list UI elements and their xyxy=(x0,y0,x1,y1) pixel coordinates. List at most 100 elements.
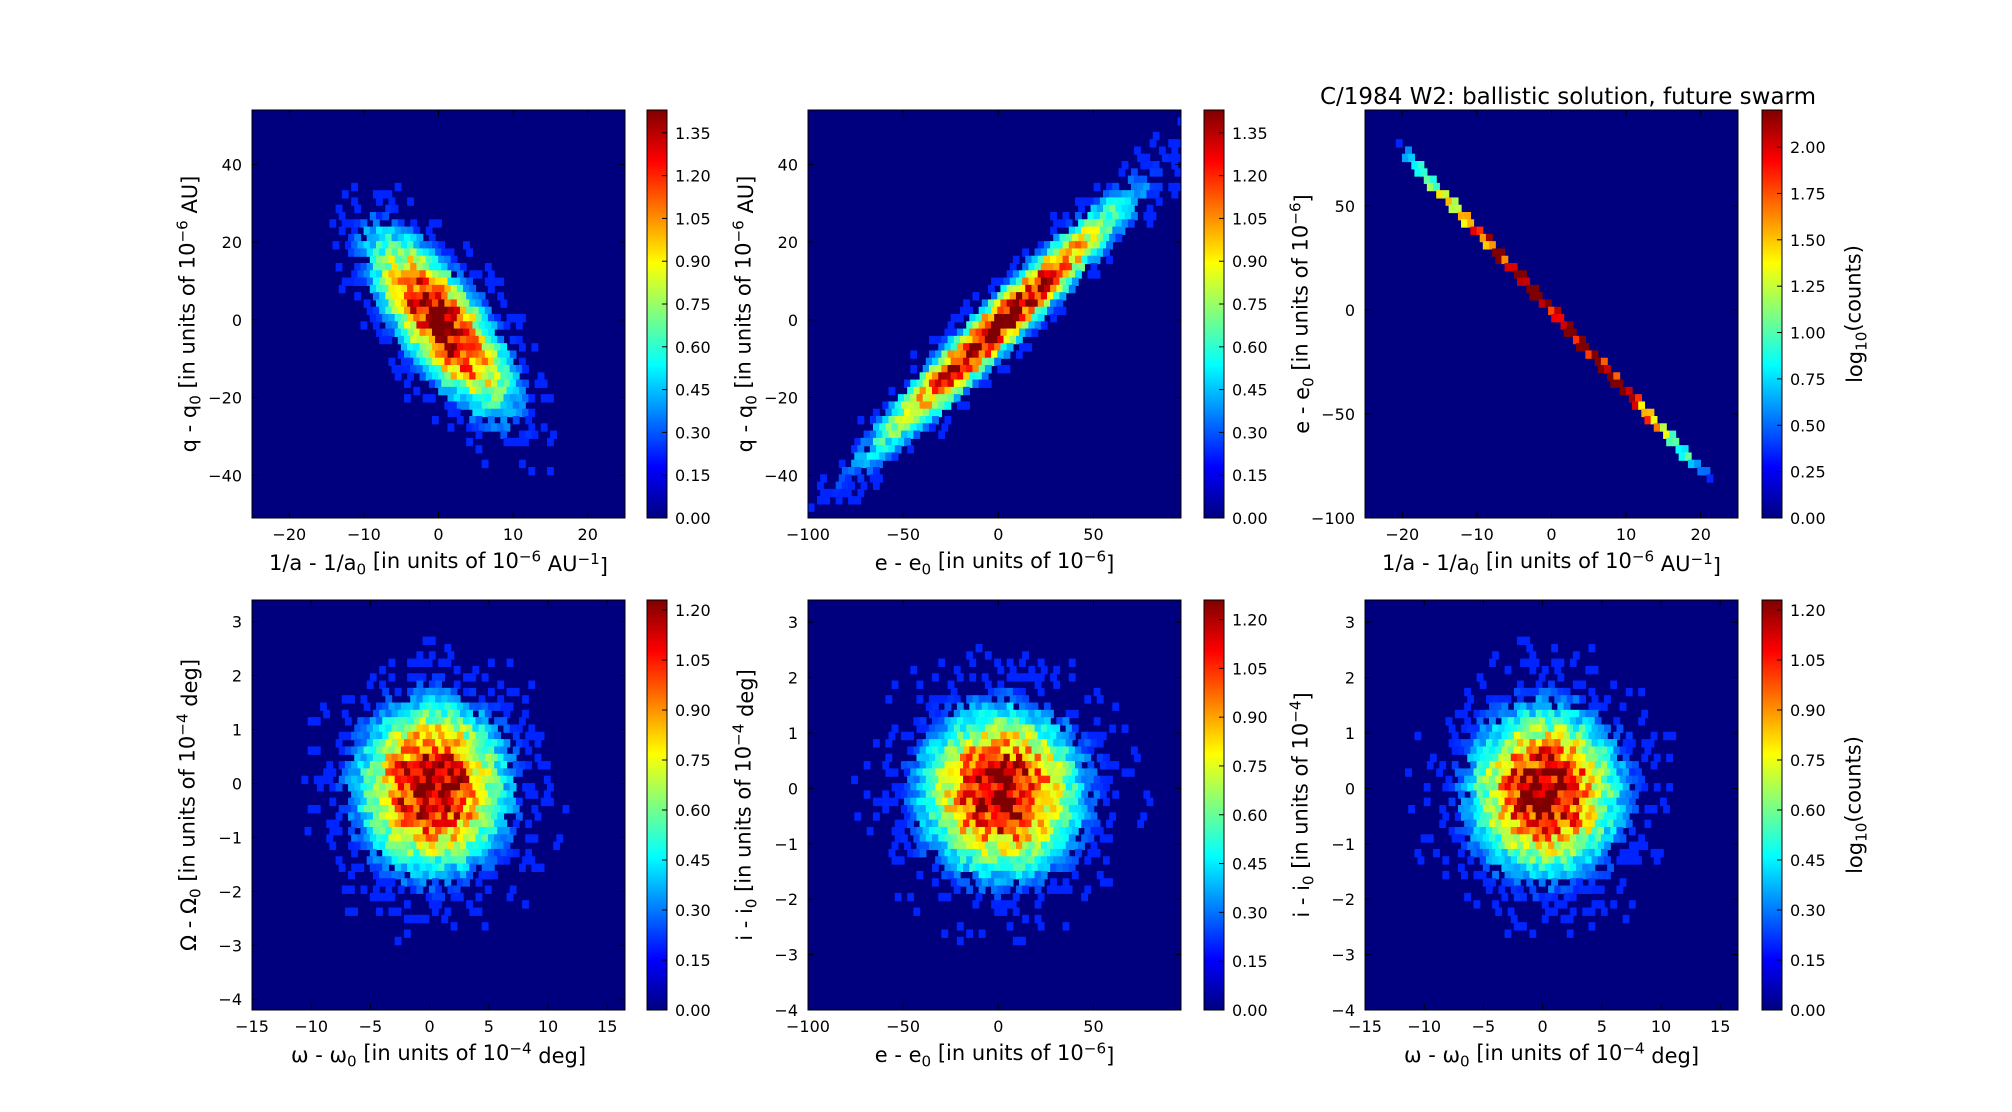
hexbin-cell xyxy=(1003,812,1011,821)
hexbin-cell xyxy=(1053,724,1061,733)
hexbin-cell xyxy=(1628,841,1636,851)
hexbin-cell xyxy=(956,401,964,410)
hexbin-cell xyxy=(1498,885,1506,894)
hexbin-cell xyxy=(1554,306,1562,316)
hexbin-cell xyxy=(925,702,933,711)
hexbin-cell xyxy=(1523,783,1531,792)
hexbin-cell xyxy=(475,372,483,381)
hexbin-cell xyxy=(403,321,411,330)
hexbin-cell xyxy=(984,783,992,792)
hexbin-cell xyxy=(1081,819,1089,829)
hexbin-cell xyxy=(1485,797,1493,807)
hexbin-cell xyxy=(413,241,421,250)
hexbin-cell xyxy=(1022,768,1030,777)
hexbin-cell xyxy=(475,702,483,711)
hexbin-cell xyxy=(382,848,390,858)
hexbin-cell xyxy=(379,841,386,851)
hexbin-cell xyxy=(969,343,977,352)
hexbin-cell xyxy=(376,775,383,785)
hexbin-cell xyxy=(1653,856,1661,865)
hexbin-cell xyxy=(1585,841,1593,851)
hexbin-cell xyxy=(444,643,452,653)
hexbin-cell xyxy=(963,343,970,352)
y-tick-label: −100 xyxy=(1311,509,1355,528)
hexbin-cell xyxy=(1075,255,1082,265)
hexbin-cell xyxy=(1068,241,1076,250)
hexbin-cell xyxy=(441,292,449,301)
hexbin-cell xyxy=(422,768,430,777)
hexbin-cell xyxy=(1554,812,1562,821)
hexbin-cell xyxy=(487,386,495,396)
hexbin-cell xyxy=(1495,805,1503,814)
hexbin-cell xyxy=(1489,805,1496,814)
hexbin-cell xyxy=(397,306,405,316)
hexbin-cell xyxy=(360,841,368,851)
hexbin-cell xyxy=(428,379,436,388)
hexbin-cell xyxy=(453,680,461,689)
hexbin-cell xyxy=(494,834,501,843)
hexbin-cell xyxy=(1087,241,1095,250)
hexbin-cell xyxy=(1467,797,1475,807)
hexbin-cell xyxy=(478,870,486,880)
hexbin-cell xyxy=(478,826,486,836)
hexbin-cell xyxy=(1495,255,1503,265)
hexbin-cell xyxy=(1146,204,1154,214)
hexbin-cell xyxy=(1084,812,1092,821)
hexbin-cell xyxy=(1510,812,1518,821)
hexbin-cell xyxy=(1102,797,1110,807)
hexbin-cell xyxy=(1501,702,1509,711)
hexbin-cell xyxy=(1071,753,1079,763)
hexbin-cell xyxy=(866,826,874,836)
hexbin-cell xyxy=(1572,709,1580,719)
hexbin-cell xyxy=(1591,900,1599,909)
hexbin-cell xyxy=(1028,739,1036,748)
hexbin-cell xyxy=(891,797,899,807)
hexbin-cell xyxy=(453,365,461,374)
hexbin-cell xyxy=(1006,878,1014,887)
hexbin-cell xyxy=(391,219,399,228)
hexbin-cell xyxy=(944,702,952,711)
hexbin-cell xyxy=(1003,306,1011,316)
hexbin-cell xyxy=(1461,768,1468,777)
hexbin-cell xyxy=(1019,863,1026,872)
hexbin-cell xyxy=(1551,314,1559,323)
hexbin-cell xyxy=(844,488,852,498)
hexbin-cell xyxy=(1548,753,1555,763)
hexbin-cell xyxy=(494,357,501,367)
hexbin-cell xyxy=(335,204,343,214)
hexbin-cell xyxy=(817,481,824,490)
hexbin-cell xyxy=(341,768,349,777)
hexbin-cell xyxy=(1516,826,1524,836)
hexbin-cell xyxy=(956,702,964,711)
hexbin-cell xyxy=(1096,783,1104,792)
hexbin-cell xyxy=(494,386,501,396)
hexbin-cell xyxy=(1625,805,1633,814)
hexbin-cell xyxy=(907,761,914,770)
hexbin-cell xyxy=(447,870,455,880)
hexbin-cell xyxy=(994,775,1002,785)
hexbin-cell xyxy=(450,775,458,785)
hexbin-cell xyxy=(447,277,455,286)
hexbin-cell xyxy=(1015,826,1023,836)
hexbin-cell xyxy=(1563,790,1571,799)
hexbin-cell xyxy=(410,321,418,330)
hexbin-cell xyxy=(1102,204,1110,214)
hexbin-cell xyxy=(1532,775,1540,785)
hexbin-cell xyxy=(959,768,967,777)
colorbar-gradient xyxy=(1761,599,1783,1011)
hexbin-cell xyxy=(947,695,955,704)
hexbin-cell xyxy=(1068,834,1076,843)
hexbin-cell xyxy=(978,812,986,821)
y-axis-label: e - e0​ [in units of 10−6​] xyxy=(1286,194,1317,434)
colorbar-tick-label: 1.25 xyxy=(1790,277,1826,296)
hexbin-cell xyxy=(1078,739,1085,748)
hexbin-cell xyxy=(475,299,483,308)
hexbin-cell xyxy=(497,350,505,359)
hexbin-cell xyxy=(1563,863,1571,872)
hexbin-cell xyxy=(466,753,474,763)
hexbin-cell xyxy=(506,790,514,799)
hexbin-cell xyxy=(953,856,961,865)
hexbin-cell xyxy=(438,717,446,726)
